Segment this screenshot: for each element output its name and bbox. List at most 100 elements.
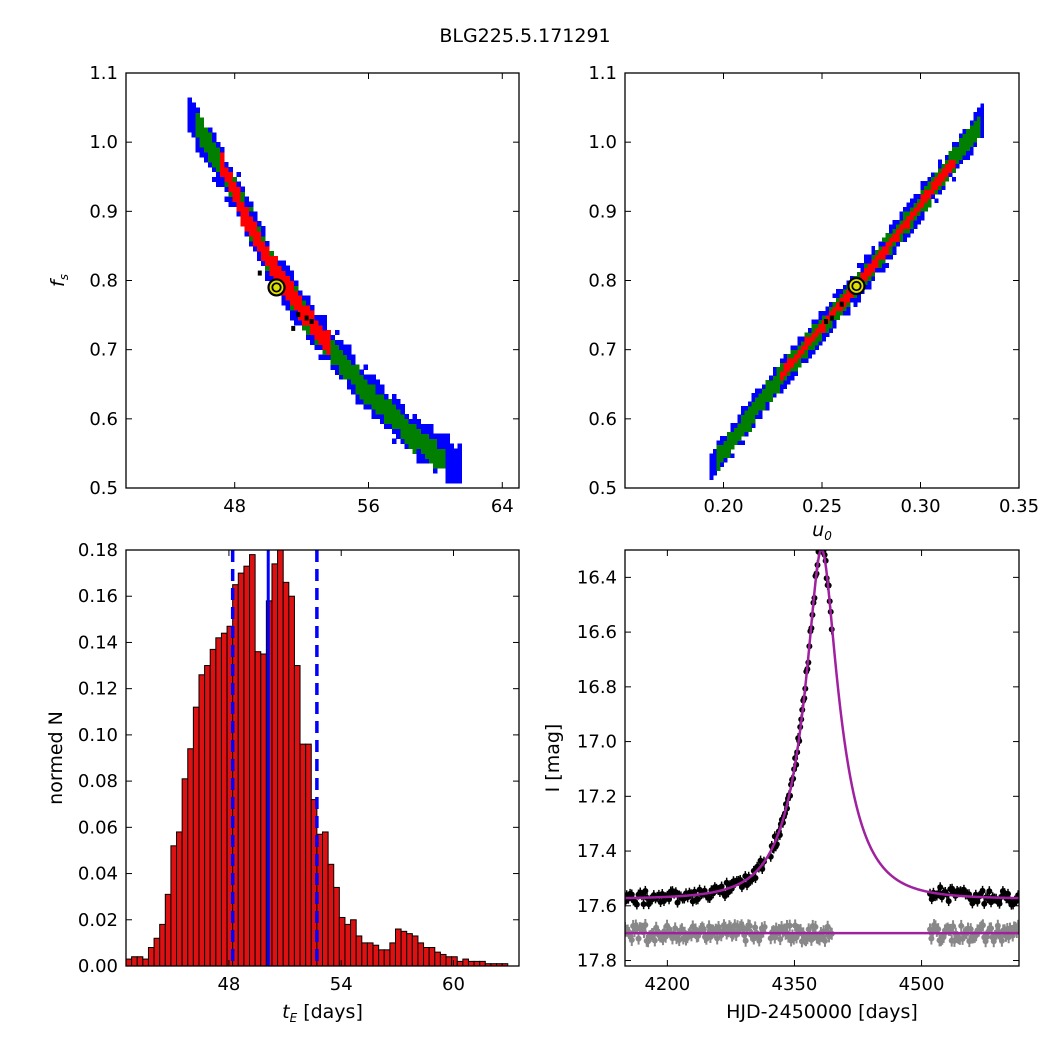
confidence-cell-3-sigma — [962, 155, 967, 160]
confidence-cell-3-sigma — [236, 171, 242, 178]
confidence-cell-3-sigma — [709, 466, 714, 472]
confidence-cell-2-sigma — [790, 366, 795, 372]
confidence-cell-1-sigma — [318, 324, 323, 331]
confidence-cell-1-sigma — [843, 302, 848, 307]
confidence-cell-2-sigma — [412, 438, 418, 444]
confidence-cell-1-sigma — [948, 159, 953, 165]
confidence-cell-2-sigma — [924, 185, 928, 191]
confidence-cell-1-sigma — [310, 315, 315, 321]
confidence-cell-2-sigma — [342, 354, 348, 360]
confidence-cell-2-sigma — [881, 258, 886, 264]
confidence-cell-1-sigma — [314, 329, 319, 336]
confidence-cell-3-sigma — [359, 399, 364, 405]
confidence-cell-1-sigma — [318, 339, 323, 346]
confidence-cell-3-sigma — [969, 120, 974, 126]
confidence-cell-1-sigma — [902, 219, 907, 225]
confidence-cell-3-sigma — [322, 320, 327, 326]
confidence-cell-1-sigma — [326, 339, 332, 346]
confidence-cell-3-sigma — [895, 219, 900, 225]
confidence-cell-2-sigma — [769, 397, 774, 402]
confidence-cell-1-sigma — [913, 207, 918, 212]
confidence-cell-1-sigma — [326, 349, 332, 356]
confidence-cell-2-sigma — [424, 453, 430, 459]
confidence-cell-3-sigma — [737, 440, 742, 446]
histogram-bar — [389, 942, 396, 967]
x-axis-label: tE [days] — [282, 1001, 363, 1025]
confidence-cell-3-sigma — [945, 155, 950, 160]
confidence-cell-2-sigma — [199, 117, 205, 123]
confidence-cell-1-sigma — [878, 254, 883, 260]
confidence-cell-3-sigma — [285, 305, 291, 311]
histogram-bar — [220, 632, 228, 967]
confidence-cell-2-sigma — [383, 408, 389, 415]
confidence-cell-2-sigma — [973, 137, 978, 143]
confidence-cell-2-sigma — [203, 127, 209, 133]
confidence-cell-2-sigma — [962, 146, 967, 152]
confidence-cell-3-sigma — [909, 198, 914, 204]
confidence-cell-1-sigma — [779, 371, 784, 377]
confidence-cell-3-sigma — [712, 470, 717, 476]
confidence-cell-2-sigma — [437, 453, 442, 459]
confidence-cell-1-sigma — [941, 172, 946, 178]
confidence-cell-2-sigma — [969, 137, 974, 143]
confidence-cell-3-sigma — [379, 384, 385, 390]
confidence-cell-1-sigma — [783, 371, 788, 377]
histogram-bar — [423, 947, 430, 967]
confidence-cell-1-sigma — [306, 310, 311, 316]
residual-point — [672, 925, 679, 932]
confidence-cell-2-sigma — [392, 423, 397, 430]
confidence-cell-1-sigma — [228, 186, 233, 192]
confidence-cell-1-sigma — [934, 185, 939, 191]
confidence-cell-1-sigma — [864, 271, 869, 277]
confidence-cell-2-sigma — [195, 122, 201, 128]
confidence-cell-1-sigma — [874, 258, 879, 264]
confidence-cell-3-sigma — [449, 443, 454, 449]
confidence-cell-3-sigma — [347, 344, 352, 351]
confidence-cell-1-sigma — [800, 349, 805, 355]
confidence-cell-2-sigma — [934, 172, 939, 178]
confidence-cell-2-sigma — [776, 371, 781, 377]
confidence-cell-3-sigma — [457, 443, 463, 449]
confidence-cell-3-sigma — [765, 401, 770, 407]
confidence-cell-3-sigma — [867, 258, 872, 264]
confidence-cell-2-sigma — [952, 168, 957, 173]
confidence-cell-1-sigma — [318, 334, 323, 341]
lightcurve-plot-area — [625, 550, 1019, 948]
confidence-cell-1-sigma — [895, 237, 900, 242]
confidence-cell-2-sigma — [293, 285, 299, 291]
confidence-cell-1-sigma — [948, 163, 953, 169]
confidence-cell-3-sigma — [232, 201, 237, 207]
confidence-cell-1-sigma — [814, 332, 819, 338]
confidence-cell-2-sigma — [408, 433, 413, 439]
confidence-cell-1-sigma — [244, 206, 250, 212]
confidence-cell-3-sigma — [412, 413, 418, 420]
confidence-cell-2-sigma — [779, 379, 784, 385]
confidence-cell-1-sigma — [920, 202, 925, 208]
histogram-bar — [271, 563, 279, 967]
confidence-cell-3-sigma — [445, 453, 450, 459]
data-point — [640, 901, 647, 908]
y-tick-label: 1.0 — [588, 132, 617, 153]
confidence-cell-2-sigma — [909, 219, 914, 225]
confidence-cell-3-sigma — [783, 353, 788, 359]
confidence-cell-3-sigma — [281, 265, 287, 272]
confidence-cell-3-sigma — [836, 289, 840, 294]
confidence-cell-2-sigma — [216, 152, 221, 158]
confidence-cell-3-sigma — [783, 384, 788, 389]
confidence-cell-2-sigma — [248, 236, 254, 242]
confidence-cell-3-sigma — [363, 364, 368, 370]
confidence-cell-1-sigma — [261, 240, 266, 247]
confidence-cell-3-sigma — [818, 310, 823, 316]
confidence-cell-2-sigma — [404, 423, 409, 430]
confidence-cell-1-sigma — [934, 176, 939, 182]
confidence-cell-3-sigma — [814, 319, 819, 325]
confidence-cell-2-sigma — [338, 359, 344, 365]
confidence-cell-2-sigma — [952, 146, 957, 152]
confidence-cell-3-sigma — [445, 468, 450, 474]
confidence-cell-2-sigma — [737, 427, 742, 433]
confidence-cell-2-sigma — [899, 219, 904, 225]
confidence-cell-2-sigma — [969, 142, 974, 147]
confidence-cell-2-sigma — [306, 329, 311, 336]
black-grid-cell — [257, 270, 262, 276]
confidence-cell-2-sigma — [776, 379, 781, 385]
